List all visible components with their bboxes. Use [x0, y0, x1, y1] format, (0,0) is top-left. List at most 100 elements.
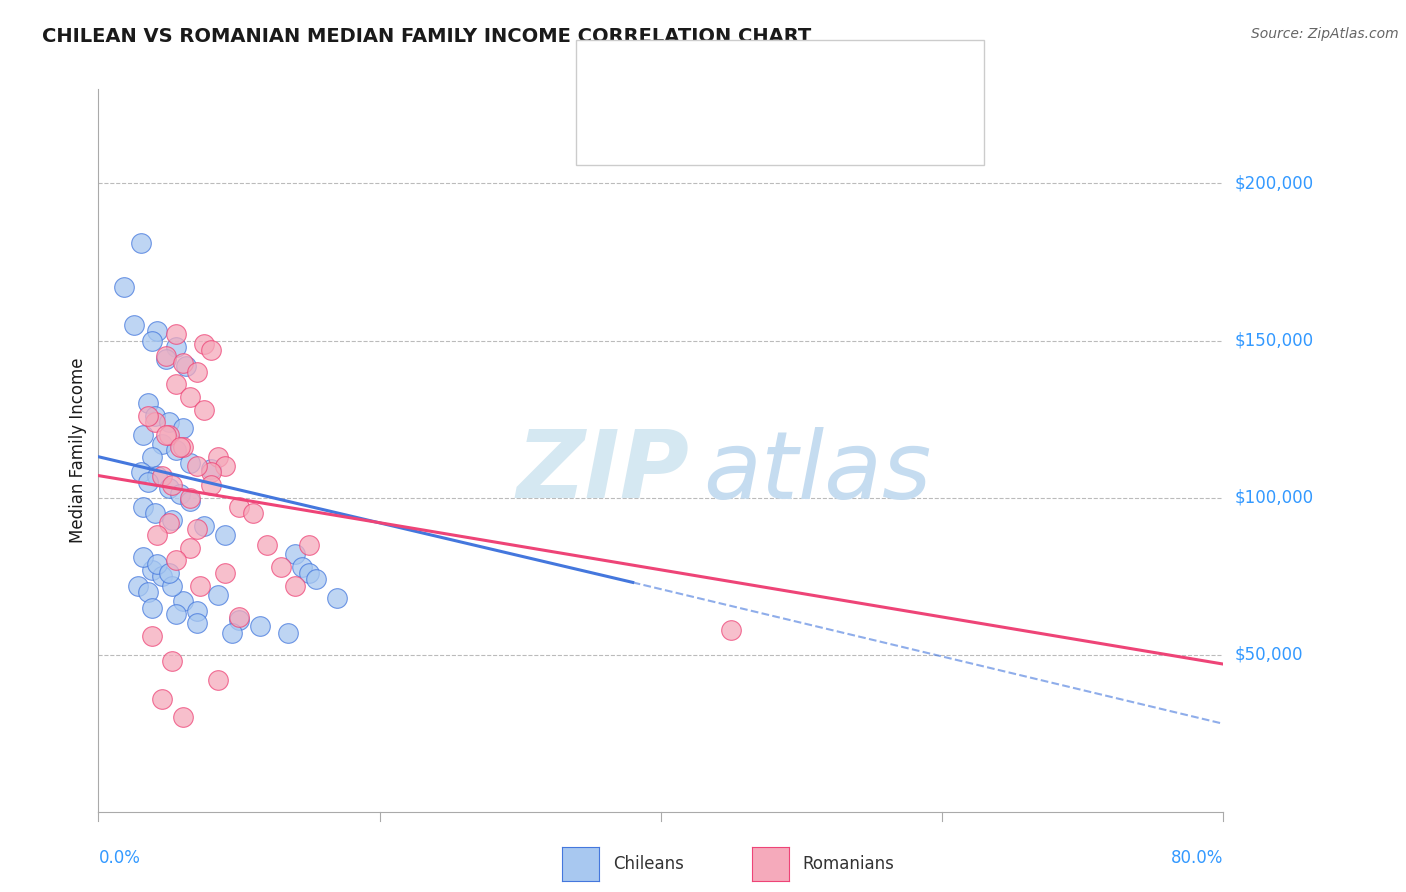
Point	[146, 468, 169, 483]
Point	[165, 327, 187, 342]
Point	[155, 352, 177, 367]
Point	[122, 318, 145, 332]
Point	[179, 493, 201, 508]
Point	[228, 613, 250, 627]
Point	[284, 578, 307, 592]
Point	[165, 377, 187, 392]
Point	[157, 427, 180, 442]
Point	[127, 578, 149, 592]
Text: Source: ZipAtlas.com: Source: ZipAtlas.com	[1251, 27, 1399, 41]
Text: 0.0%: 0.0%	[98, 849, 141, 867]
Point	[221, 625, 243, 640]
Text: 80.0%: 80.0%	[1171, 849, 1223, 867]
Point	[179, 541, 201, 555]
Point	[141, 600, 163, 615]
Point	[165, 553, 187, 567]
Point	[291, 559, 314, 574]
Point	[214, 528, 236, 542]
Point	[186, 522, 208, 536]
Point	[179, 491, 201, 505]
Point	[298, 538, 321, 552]
Point	[186, 616, 208, 631]
Text: Chileans: Chileans	[613, 855, 683, 873]
Point	[228, 500, 250, 514]
Point	[179, 456, 201, 470]
Point	[228, 610, 250, 624]
Point	[277, 625, 299, 640]
Point	[165, 340, 187, 354]
Point	[150, 569, 173, 583]
Point	[146, 528, 169, 542]
Point	[129, 236, 152, 251]
Point	[169, 440, 191, 454]
Point	[136, 396, 159, 410]
Text: N = 43: N = 43	[787, 108, 845, 126]
Point	[165, 443, 187, 458]
Point	[172, 440, 194, 454]
Point	[186, 365, 208, 379]
Point	[157, 516, 180, 530]
Point	[169, 487, 191, 501]
Point	[141, 334, 163, 348]
Point	[284, 547, 307, 561]
Point	[136, 409, 159, 423]
Point	[157, 481, 180, 495]
Text: CHILEAN VS ROMANIAN MEDIAN FAMILY INCOME CORRELATION CHART: CHILEAN VS ROMANIAN MEDIAN FAMILY INCOME…	[42, 27, 811, 45]
Text: Romanians: Romanians	[803, 855, 894, 873]
Text: R = -0.262: R = -0.262	[661, 108, 751, 126]
Point	[160, 654, 183, 668]
Point	[200, 478, 222, 492]
Point	[143, 506, 166, 520]
Text: ZIP: ZIP	[516, 426, 689, 518]
Point	[132, 427, 155, 442]
Point	[298, 566, 321, 580]
Point	[136, 584, 159, 599]
Point	[186, 604, 208, 618]
Point	[157, 415, 180, 429]
Y-axis label: Median Family Income: Median Family Income	[69, 358, 87, 543]
Point	[160, 512, 183, 526]
Point	[165, 607, 187, 621]
Text: R = -0.303: R = -0.303	[661, 63, 751, 81]
Text: $50,000: $50,000	[1234, 646, 1303, 664]
Point	[132, 500, 155, 514]
Point	[136, 475, 159, 489]
Point	[270, 559, 292, 574]
Point	[193, 336, 215, 351]
Point	[155, 349, 177, 363]
Point	[186, 459, 208, 474]
Point	[172, 710, 194, 724]
Point	[214, 566, 236, 580]
Point	[172, 594, 194, 608]
Point	[160, 578, 183, 592]
Point	[172, 421, 194, 435]
Point	[200, 343, 222, 357]
Point	[326, 591, 349, 606]
Point	[242, 506, 264, 520]
Point	[179, 390, 201, 404]
Point	[193, 519, 215, 533]
Point	[150, 691, 173, 706]
Point	[141, 563, 163, 577]
Point	[143, 415, 166, 429]
Point	[174, 359, 197, 373]
Text: $200,000: $200,000	[1234, 175, 1313, 193]
Point	[249, 619, 271, 633]
Point	[143, 409, 166, 423]
Point	[207, 673, 229, 687]
Point	[207, 588, 229, 602]
Text: atlas: atlas	[703, 427, 931, 518]
Point	[188, 578, 211, 592]
Point	[720, 623, 742, 637]
Point	[305, 572, 328, 586]
Point	[200, 466, 222, 480]
Text: $150,000: $150,000	[1234, 332, 1313, 350]
Text: $100,000: $100,000	[1234, 489, 1313, 507]
Point	[172, 355, 194, 369]
Point	[146, 557, 169, 571]
Point	[157, 566, 180, 580]
Point	[193, 402, 215, 417]
Point	[112, 280, 135, 294]
Point	[150, 468, 173, 483]
Point	[146, 324, 169, 338]
